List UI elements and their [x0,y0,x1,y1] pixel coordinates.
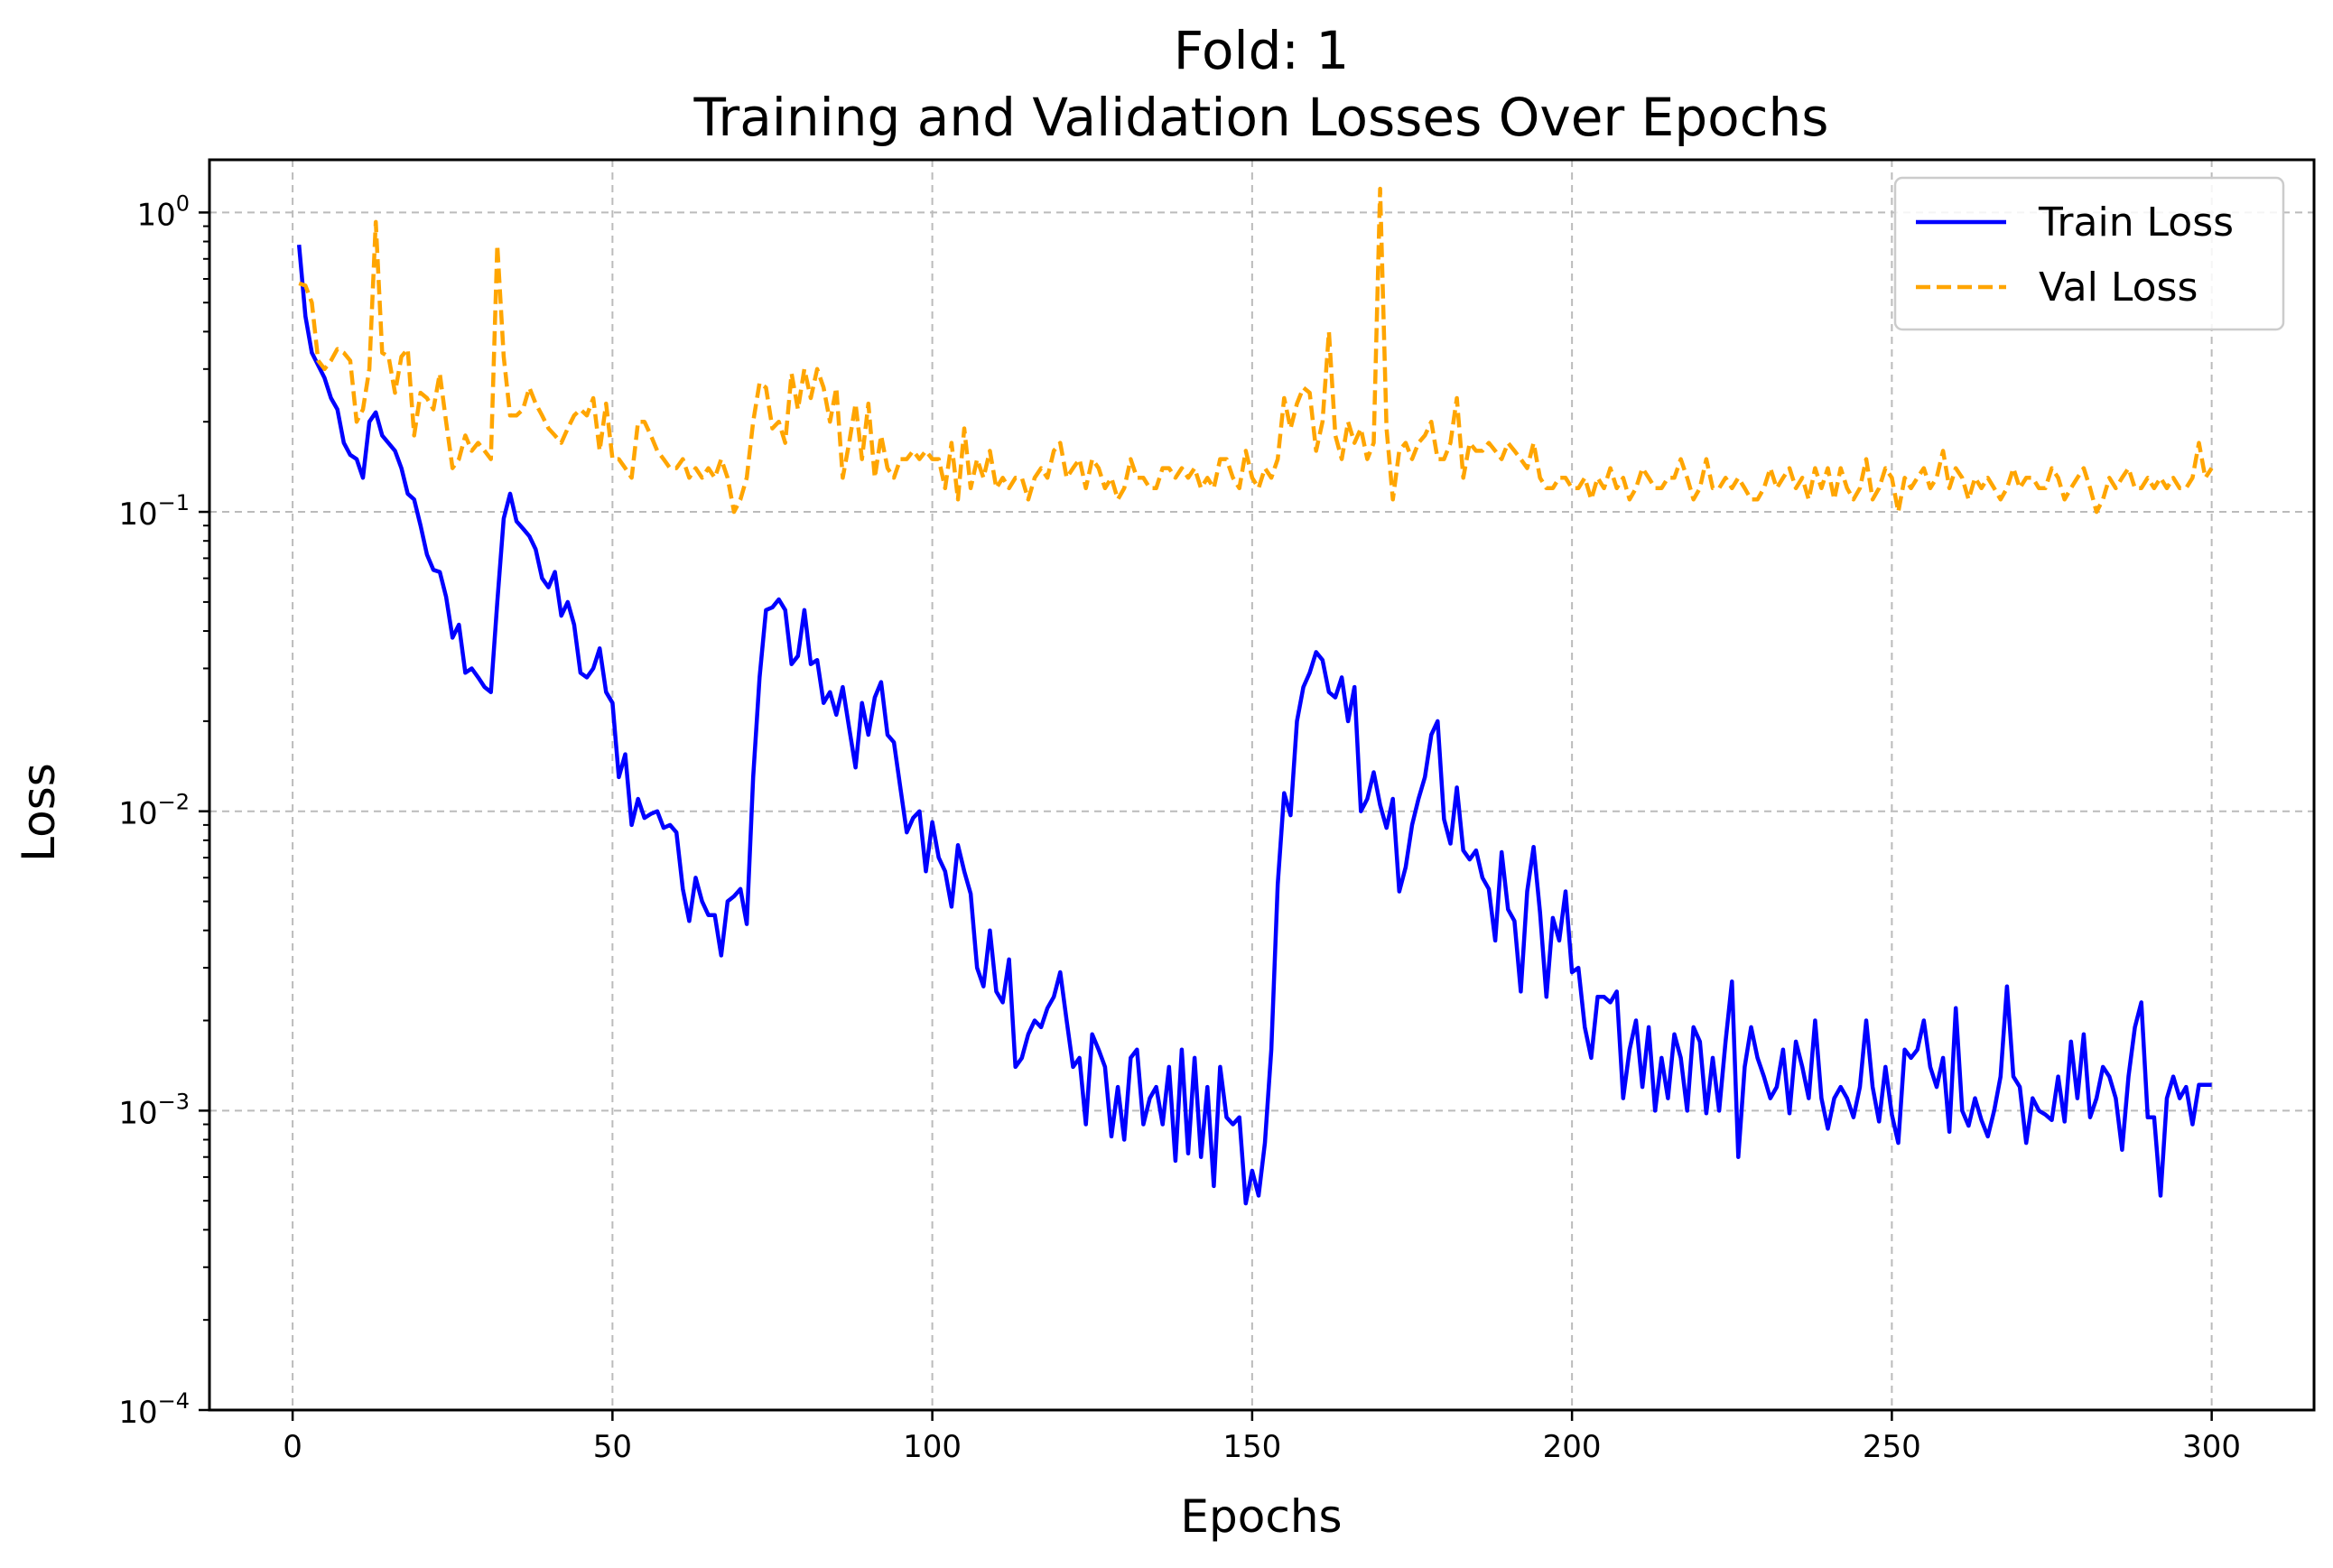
grid-lines [209,160,2314,1410]
x-tick-label: 150 [1222,1429,1281,1465]
series-lines [296,186,2214,1206]
y-tick-label: 10−1 [118,490,190,533]
chart-title-line1: Fold: 1 [1174,20,1350,81]
legend-box [1893,176,2285,331]
x-tick-label: 200 [1543,1429,1602,1465]
legend: Train Loss Val Loss [1893,176,2285,331]
x-tick-label: 250 [1863,1429,1921,1465]
y-axis-ticks: 100 10−1 10−2 10−3 10−4 [118,190,209,1431]
x-tick-label: 0 [283,1429,302,1465]
plot-area-frame [208,158,2316,1412]
legend-val-label: Val Loss [2039,264,2198,311]
legend-train-label: Train Loss [2038,199,2234,246]
x-axis-ticks: 0 50 100 150 200 250 300 [283,1410,2241,1465]
y-axis-label: Loss [13,763,65,862]
y-tick-label: 10−2 [118,790,190,832]
y-tick-label: 100 [136,190,190,233]
x-tick-label: 300 [2182,1429,2241,1465]
x-tick-label: 100 [903,1429,962,1465]
y-tick-label: 10−4 [118,1388,190,1431]
chart-title-line2: Training and Validation Losses Over Epoc… [693,87,1829,148]
x-tick-label: 50 [593,1429,632,1465]
train-loss-line [296,244,2212,1206]
x-axis-label: Epochs [1180,1490,1342,1543]
y-tick-label: 10−3 [118,1089,190,1131]
val-loss-line [298,186,2214,515]
